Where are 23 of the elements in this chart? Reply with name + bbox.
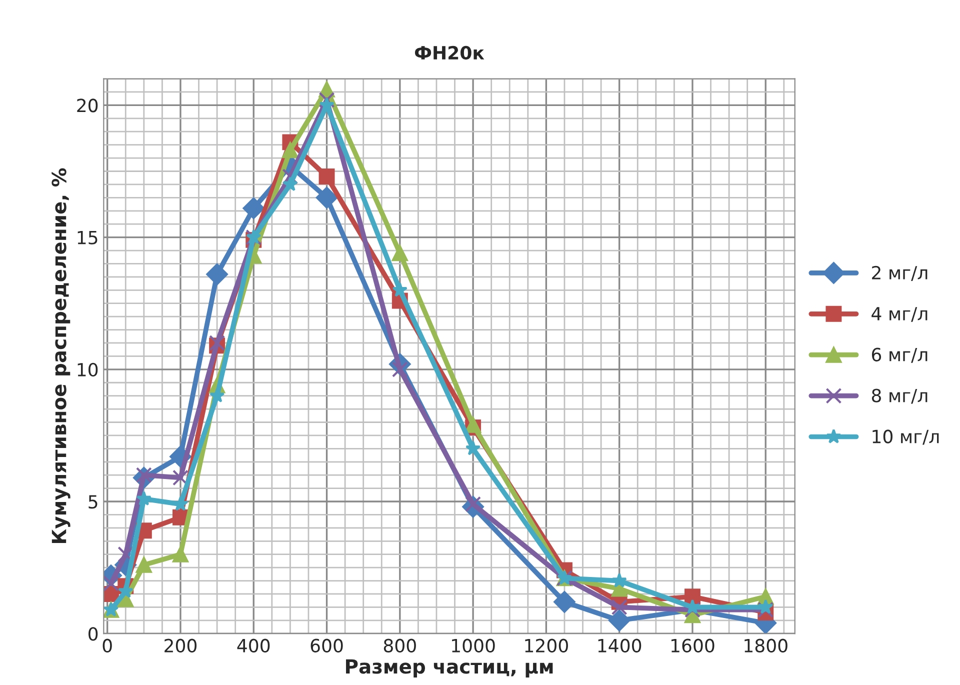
legend-label: 8 мг/л (872, 388, 928, 404)
x-tick-label: 1800 (744, 638, 788, 652)
y-tick-label: 5 (88, 495, 98, 509)
x-tick-label: 400 (237, 638, 270, 652)
y-tick-label: 15 (78, 231, 98, 244)
legend-label: 10 мг/л (872, 430, 939, 445)
x-tick-label: 1600 (671, 638, 714, 652)
y-tick-label: 20 (77, 98, 98, 112)
y-tick-label: 10 (78, 362, 98, 377)
x-tick-label: 1200 (525, 638, 568, 652)
legend-label: 2 мг/л (872, 266, 928, 281)
x-tick-label: 200 (164, 638, 197, 652)
legend-label: 4 мг/л (872, 307, 928, 322)
y-tick-label: 0 (88, 627, 98, 641)
y-axis-title: Кумулятивное распределение, % (52, 168, 70, 543)
x-tick-label: 800 (384, 638, 416, 652)
x-tick-label: 600 (310, 638, 343, 652)
legend-label: 6 мг/л (872, 348, 928, 363)
x-tick-label: 1000 (452, 638, 495, 652)
x-axis-title: Размер частиц, μм (346, 659, 553, 678)
x-tick-label: 1400 (598, 638, 642, 652)
chart-title: ФН20к (414, 46, 484, 60)
x-tick-label: 0 (102, 638, 112, 652)
